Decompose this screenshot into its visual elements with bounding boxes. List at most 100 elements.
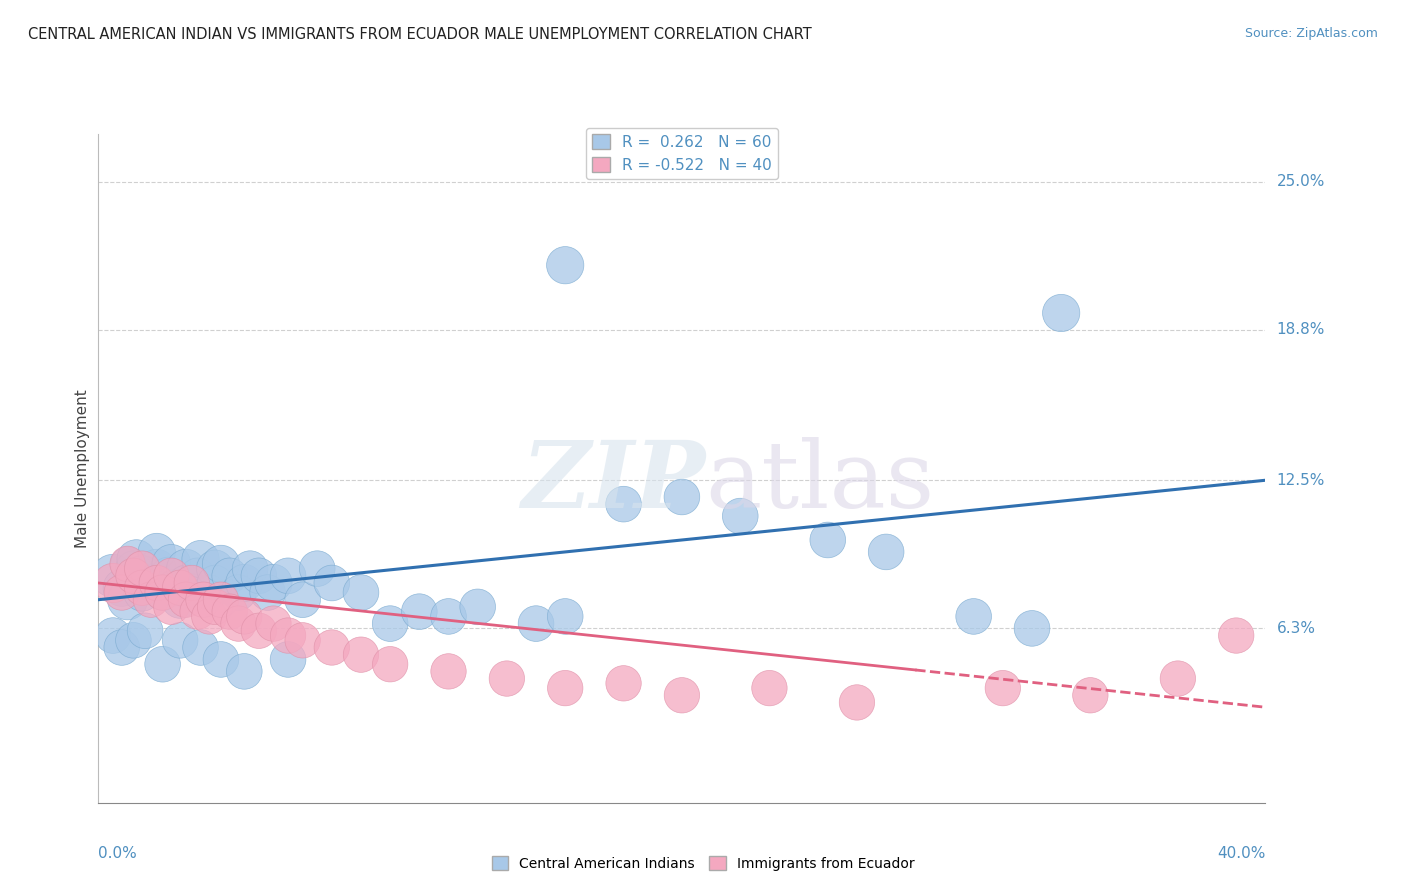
Text: 12.5%: 12.5%	[1277, 473, 1324, 488]
Point	[187, 569, 209, 583]
Point	[378, 657, 402, 672]
Point	[228, 585, 250, 599]
Point	[554, 258, 576, 272]
Point	[277, 569, 299, 583]
Point	[198, 609, 221, 624]
Point	[174, 562, 197, 576]
Point	[321, 640, 343, 655]
Point	[671, 688, 693, 702]
Point	[218, 605, 240, 619]
Point	[228, 616, 250, 631]
Point	[134, 624, 156, 638]
Point	[193, 592, 215, 607]
Point	[612, 497, 634, 511]
Point	[152, 585, 174, 599]
Point	[612, 676, 634, 690]
Point	[204, 599, 226, 614]
Point	[262, 576, 284, 591]
Point	[204, 576, 226, 591]
Point	[190, 552, 212, 566]
Point	[291, 592, 314, 607]
Point	[146, 562, 169, 576]
Point	[157, 569, 180, 583]
Point	[256, 585, 278, 599]
Y-axis label: Male Unemployment: Male Unemployment	[75, 389, 90, 548]
Text: 6.3%: 6.3%	[1277, 621, 1316, 636]
Point	[845, 696, 868, 710]
Text: 18.8%: 18.8%	[1277, 322, 1324, 337]
Point	[146, 545, 169, 559]
Point	[111, 640, 134, 655]
Legend: R =  0.262   N = 60, R = -0.522   N = 40: R = 0.262 N = 60, R = -0.522 N = 40	[586, 128, 778, 179]
Point	[209, 557, 232, 571]
Point	[1080, 688, 1102, 702]
Point	[131, 562, 153, 576]
Point	[671, 490, 693, 504]
Point	[111, 585, 134, 599]
Point	[408, 605, 430, 619]
Point	[131, 585, 153, 599]
Point	[117, 557, 139, 571]
Text: atlas: atlas	[706, 437, 935, 526]
Point	[1050, 306, 1073, 320]
Point	[180, 576, 202, 591]
Text: 40.0%: 40.0%	[1218, 846, 1265, 861]
Point	[233, 576, 256, 591]
Point	[233, 609, 256, 624]
Point	[122, 633, 145, 648]
Point	[728, 509, 751, 524]
Point	[247, 569, 270, 583]
Point	[198, 585, 221, 599]
Point	[277, 652, 299, 666]
Point	[1021, 621, 1043, 635]
Point	[160, 599, 183, 614]
Point	[101, 569, 124, 583]
Point	[991, 681, 1014, 695]
Point	[495, 672, 517, 686]
Point	[122, 562, 145, 576]
Point	[174, 592, 197, 607]
Point	[209, 652, 232, 666]
Point	[122, 569, 145, 583]
Point	[163, 581, 186, 595]
Point	[169, 592, 191, 607]
Point	[152, 657, 174, 672]
Point	[467, 599, 489, 614]
Point	[875, 545, 897, 559]
Point	[437, 665, 460, 679]
Point	[204, 562, 226, 576]
Point	[174, 576, 197, 591]
Point	[131, 581, 153, 595]
Point	[321, 576, 343, 591]
Point	[524, 616, 547, 631]
Point	[125, 552, 148, 566]
Point	[350, 585, 373, 599]
Point	[152, 585, 174, 599]
Point	[139, 592, 162, 607]
Text: ZIP: ZIP	[522, 437, 706, 526]
Point	[350, 648, 373, 662]
Point	[169, 633, 191, 648]
Point	[233, 665, 256, 679]
Point	[817, 533, 839, 547]
Text: 25.0%: 25.0%	[1277, 174, 1324, 189]
Point	[180, 585, 202, 599]
Text: CENTRAL AMERICAN INDIAN VS IMMIGRANTS FROM ECUADOR MALE UNEMPLOYMENT CORRELATION: CENTRAL AMERICAN INDIAN VS IMMIGRANTS FR…	[28, 27, 811, 42]
Point	[378, 616, 402, 631]
Point	[131, 569, 153, 583]
Text: Source: ZipAtlas.com: Source: ZipAtlas.com	[1244, 27, 1378, 40]
Point	[262, 616, 284, 631]
Point	[1167, 672, 1189, 686]
Point	[554, 609, 576, 624]
Point	[218, 569, 240, 583]
Point	[117, 592, 139, 607]
Point	[160, 569, 183, 583]
Point	[437, 609, 460, 624]
Point	[111, 581, 134, 595]
Point	[117, 557, 139, 571]
Point	[554, 681, 576, 695]
Legend: Central American Indians, Immigrants from Ecuador: Central American Indians, Immigrants fro…	[486, 851, 920, 876]
Point	[101, 628, 124, 642]
Point	[139, 576, 162, 591]
Point	[247, 624, 270, 638]
